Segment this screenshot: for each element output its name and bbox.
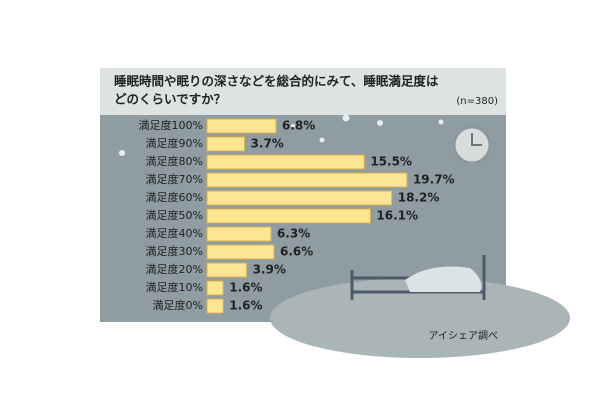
clock-hands: [471, 133, 482, 146]
value-label: 6.8%: [282, 119, 315, 133]
note: (n=380): [456, 96, 498, 107]
value-label: 18.2%: [398, 191, 440, 205]
value-label: 3.9%: [253, 263, 286, 277]
bar: [206, 208, 371, 224]
value-label: 1.6%: [229, 281, 262, 295]
value-label: 1.6%: [229, 299, 262, 313]
bar: [206, 118, 277, 134]
blanket: [405, 266, 482, 292]
bar: [206, 136, 246, 152]
bar: [206, 154, 365, 170]
category-label: 満足度70%: [146, 172, 203, 186]
category-label: 満足度100%: [139, 118, 203, 132]
value-label: 15.5%: [370, 155, 412, 169]
chart-title: どのくらいですか？: [114, 92, 226, 107]
value-label: 3.7%: [251, 137, 284, 151]
bar: [206, 172, 408, 188]
value-label: 16.1%: [376, 209, 418, 223]
value-label: 6.6%: [280, 245, 313, 259]
title-box: [100, 68, 506, 115]
value-label: 19.7%: [413, 173, 455, 187]
bar: [206, 298, 224, 314]
category-label: 満足度90%: [146, 136, 203, 150]
category-label: 満足度50%: [146, 208, 203, 222]
bar: [206, 190, 393, 206]
category-label: 満足度30%: [146, 244, 203, 258]
category-label: 満足度60%: [146, 190, 203, 204]
hill: [270, 278, 570, 358]
source: アイシェア調べ: [429, 329, 499, 342]
bar: [206, 244, 275, 260]
bar: [206, 280, 224, 296]
category-label: 満足度0%: [153, 298, 203, 312]
chart-title: 睡眠時間や眠りの深さなどを総合的にみて、睡眠満足度は: [114, 74, 439, 89]
category-label: 満足度80%: [146, 154, 203, 168]
value-label: 6.3%: [277, 227, 310, 241]
bar: [206, 262, 248, 278]
category-label: 満足度10%: [146, 280, 203, 294]
stars: [119, 114, 444, 156]
category-label: 満足度20%: [146, 262, 203, 276]
bar: [206, 226, 272, 242]
category-label: 満足度40%: [146, 226, 203, 240]
